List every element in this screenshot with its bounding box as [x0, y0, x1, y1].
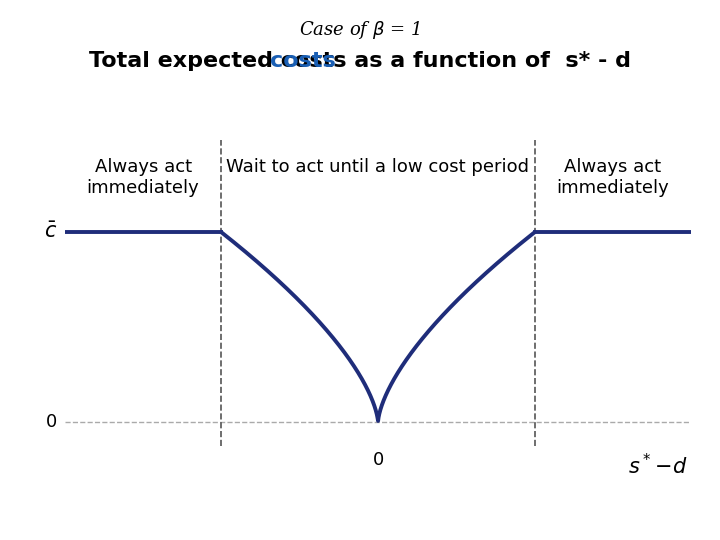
Text: 0: 0 [372, 451, 384, 469]
Text: $s^*\!-\!d$: $s^*\!-\!d$ [628, 453, 688, 478]
Text: Always act
immediately: Always act immediately [86, 158, 199, 197]
Text: costs: costs [270, 51, 336, 71]
Text: Always act
immediately: Always act immediately [557, 158, 670, 197]
Text: 0: 0 [46, 413, 57, 431]
Text: Case of $\beta$ = 1: Case of $\beta$ = 1 [300, 19, 420, 41]
Text: Wait to act until a low cost period: Wait to act until a low cost period [227, 158, 529, 177]
Text: $\bar{c}$: $\bar{c}$ [44, 222, 57, 242]
Text: Total expected costs as a function of  s* - d: Total expected costs as a function of s*… [89, 51, 631, 71]
